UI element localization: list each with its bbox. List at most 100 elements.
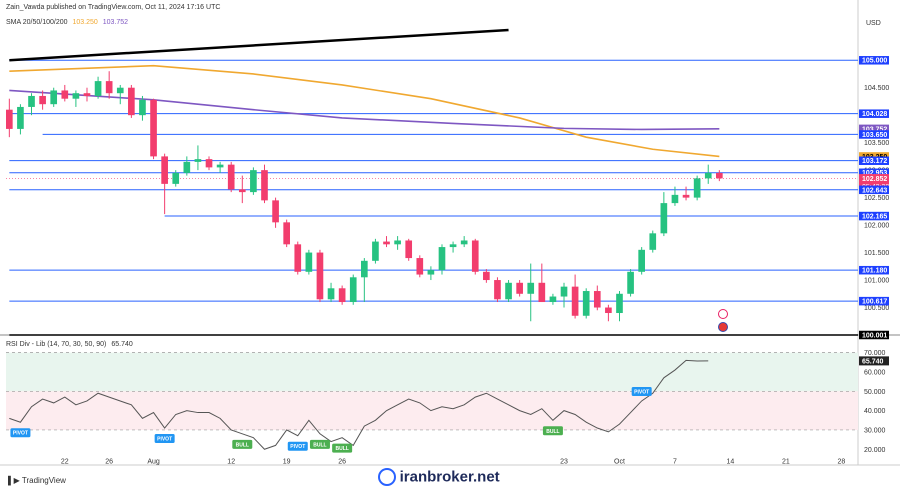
candle-body — [150, 99, 157, 157]
currency-label: USD — [866, 20, 881, 27]
candle-body — [216, 164, 224, 168]
rsi-signal-badge-label: BULL — [236, 442, 249, 448]
level-badge — [859, 330, 889, 340]
time-axis-label: 22 — [61, 459, 69, 466]
level-badge — [859, 168, 889, 178]
rsi-tick-label: 30.000 — [864, 427, 886, 434]
level-badge-label: 103.650 — [862, 132, 887, 139]
rsi-value-badge — [859, 356, 889, 366]
candle-body — [516, 282, 523, 294]
candle-body — [505, 282, 512, 300]
candle-body — [139, 99, 146, 116]
candle-body — [227, 164, 235, 190]
price-tick-label: 104.500 — [864, 85, 889, 92]
time-axis-label: 12 — [227, 459, 235, 466]
us-flag-icon — [718, 322, 728, 332]
rsi-signal-badge — [542, 426, 563, 436]
level-badge-label: 103.172 — [862, 158, 887, 165]
time-axis-label: 26 — [105, 459, 113, 466]
rsi-signal-badge-label: PIVOT — [634, 389, 649, 395]
level-badge — [859, 109, 889, 118]
candle-body — [61, 90, 69, 99]
rsi-signal-badge — [309, 439, 330, 449]
level-badge — [859, 130, 889, 139]
rsi-tick-label: 70.000 — [864, 350, 886, 357]
level-badge — [859, 152, 889, 161]
candle-body — [294, 244, 302, 272]
candle-body — [716, 172, 723, 179]
candle-body — [538, 282, 546, 303]
candle-body — [250, 170, 257, 193]
tv-logo-text: TradingView — [21, 476, 66, 485]
candle-body — [527, 282, 535, 294]
rsi-signal-badge-label: BULL — [335, 446, 348, 452]
candle-body — [616, 293, 623, 314]
candle-body — [383, 241, 390, 245]
rsi-signal-badge-label: PIVOT — [290, 444, 305, 450]
candle-body — [238, 189, 246, 193]
candle-body — [50, 90, 58, 105]
candle-body — [605, 307, 612, 314]
level-badge-label: 102.165 — [862, 214, 887, 221]
level-badge — [859, 185, 889, 195]
rsi-value-badge-label: 65.740 — [862, 358, 884, 365]
candle-body — [471, 240, 479, 272]
brand-text: iranbroker.net — [399, 468, 500, 486]
level-badge — [859, 156, 889, 165]
candle-body — [416, 258, 424, 275]
candle-body — [28, 95, 35, 107]
rsi-legend: RSI Div - Lib (14, 70, 30, 50, 90) 65.74… — [6, 341, 133, 348]
rsi-signal-badge — [10, 428, 31, 438]
candle-body — [627, 271, 634, 294]
candle-body — [460, 240, 468, 245]
candle-body — [17, 106, 24, 129]
rsi-signal-badge — [287, 441, 308, 451]
tradingview-logo: ▌▶ TradingView — [8, 476, 66, 485]
candle-body — [194, 159, 202, 162]
time-axis-label: 19 — [283, 459, 291, 466]
candle-body — [372, 241, 379, 261]
rsi-signal-badge-label: BULL — [313, 442, 326, 448]
candle-body — [438, 247, 446, 271]
candle-body — [305, 252, 313, 272]
candle-body — [39, 95, 46, 105]
rsi-signal-badge-label: PIVOT — [157, 437, 172, 443]
rsi-label: RSI Div - Lib (14, 70, 30, 50, 90) — [6, 341, 107, 348]
candle-body — [6, 109, 13, 129]
candle-body — [161, 156, 168, 184]
price-tick-label: 103.500 — [864, 140, 889, 147]
candle-body — [449, 244, 457, 248]
candle-body — [83, 93, 91, 96]
candle-body — [205, 159, 213, 168]
price-tick-label: 101.000 — [864, 278, 889, 285]
candle-body — [116, 87, 124, 94]
candle-body — [560, 286, 568, 297]
candle-body — [349, 277, 357, 303]
rsi-value: 65.740 — [111, 341, 133, 348]
rsi-line — [9, 359, 709, 450]
level-badge-label: 102.643 — [862, 187, 887, 194]
sma-label: SMA 20/50/100/200 — [6, 19, 68, 26]
tv-logo-icon: ▌▶ — [8, 476, 20, 485]
price-tick-label: 101.500 — [864, 250, 889, 257]
price-tick-label: 100.500 — [864, 305, 889, 312]
level-badge-label: 100.001 — [862, 332, 887, 339]
level-badge-label: 100.617 — [862, 299, 887, 306]
level-badge — [859, 265, 889, 275]
candle-body — [394, 240, 401, 245]
candle-body — [272, 200, 279, 223]
sma-legend: SMA 20/50/100/200 103.250 103.752 — [6, 19, 128, 26]
level-badge-label: 104.028 — [862, 111, 887, 118]
candle-body — [682, 194, 690, 198]
rsi-tick-label: 20.000 — [864, 447, 886, 454]
candle-body — [549, 296, 557, 303]
rsi-upper-zone — [6, 352, 858, 392]
brand-logo-icon — [378, 468, 396, 486]
level-badge-label: 102.953 — [862, 170, 887, 177]
publisher-text: Zain_Vawda published on TradingView.com,… — [6, 4, 221, 11]
level-badge-label: 103.752 — [862, 126, 887, 133]
candle-body — [338, 288, 346, 303]
time-axis-label: 14 — [727, 459, 735, 466]
time-axis-label: 23 — [560, 459, 568, 466]
